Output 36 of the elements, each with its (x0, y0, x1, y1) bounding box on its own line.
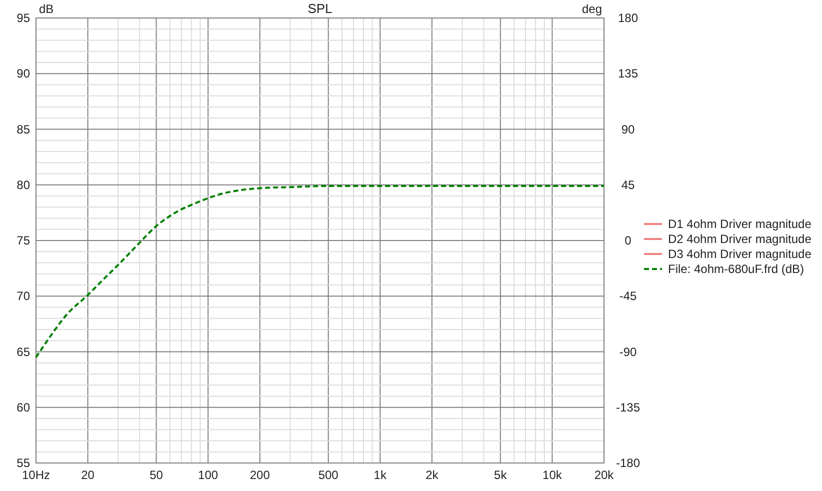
x-tick-label: 20 (81, 468, 95, 482)
x-tick-label: 1k (374, 468, 388, 482)
legend-label: File: 4ohm-680uF.frd (dB) (668, 262, 804, 276)
y2-axis-title: deg (582, 2, 602, 16)
y-tick-label: 95 (16, 11, 30, 25)
y-tick-label: 70 (16, 289, 30, 304)
y2-tick-label: -180 (616, 456, 640, 470)
x-tick-label: 100 (198, 468, 218, 482)
y2-tick-label: 0 (624, 234, 632, 248)
x-tick-label: 20k (594, 468, 615, 482)
y-tick-label: 90 (16, 66, 30, 81)
legend-label: D2 4ohm Driver magnitude (668, 232, 812, 246)
y-tick-label: 55 (16, 456, 30, 470)
y-tick-label: 85 (16, 122, 30, 136)
x-tick-label: 200 (250, 468, 270, 482)
y2-tick-label: -45 (619, 289, 637, 304)
y-axis-title: dB (39, 2, 54, 16)
x-tick-label: 10Hz (22, 468, 50, 482)
y-tick-label: 75 (16, 234, 30, 248)
x-tick-label: 5k (494, 468, 508, 482)
y2-tick-label: 90 (621, 122, 635, 136)
legend-label: D3 4ohm Driver magnitude (668, 247, 812, 261)
x-tick-label: 50 (150, 468, 164, 482)
x-tick-label: 10k (542, 468, 563, 482)
y2-tick-label: 45 (621, 178, 635, 192)
y-tick-label: 80 (16, 178, 30, 192)
y2-tick-label: 180 (618, 11, 638, 25)
y-tick-label: 60 (16, 400, 30, 414)
y2-tick-label: 135 (618, 66, 638, 81)
y2-tick-label: -90 (619, 344, 637, 359)
x-tick-label: 500 (318, 468, 339, 482)
chart-title: SPL (308, 1, 332, 16)
x-tick-label: 2k (426, 468, 440, 482)
y2-tick-label: -135 (616, 400, 640, 414)
legend-label: D1 4ohm Driver magnitude (668, 217, 812, 231)
y-tick-label: 65 (16, 344, 30, 359)
